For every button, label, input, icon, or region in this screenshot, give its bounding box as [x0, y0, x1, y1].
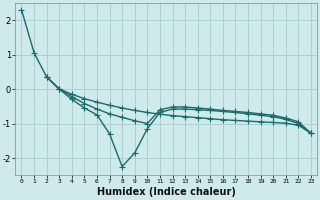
- X-axis label: Humidex (Indice chaleur): Humidex (Indice chaleur): [97, 187, 236, 197]
